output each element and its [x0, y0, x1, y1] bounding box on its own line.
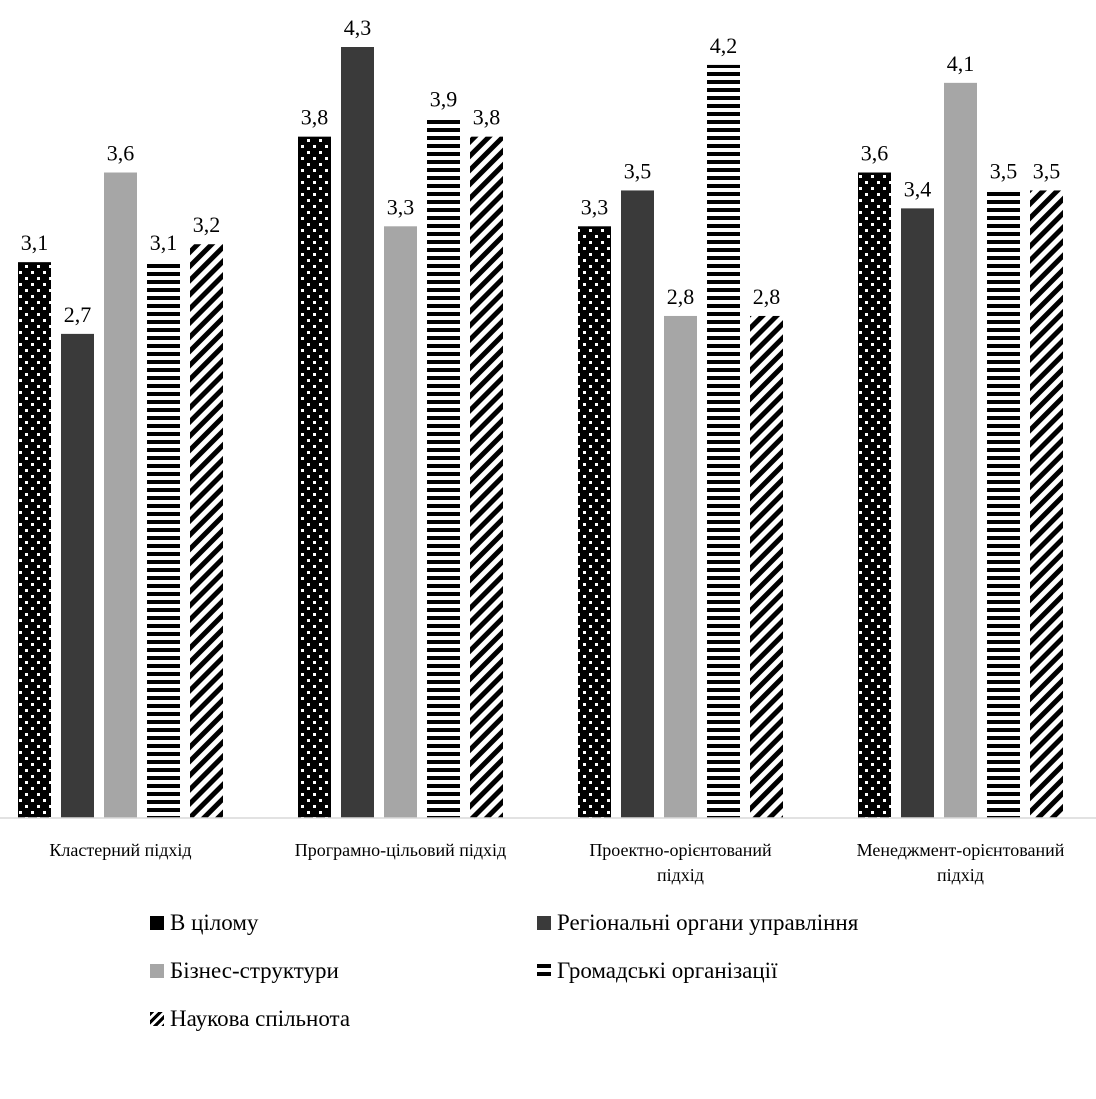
legend-label: Регіональні органи управління — [557, 910, 859, 935]
legend-item-regional: Регіональні органи управління — [537, 910, 858, 936]
legend-item-business: Бізнес-структури — [150, 958, 339, 984]
data-label: 3,1 — [21, 230, 49, 255]
data-label: 2,8 — [753, 284, 781, 309]
legend-item-science: Наукова спільнота — [150, 1006, 350, 1032]
bar-chart: 3,1 2,7 3,6 3,1 3,2 3,8 4,3 3,3 3,9 3,8 3,3 3,5 2,8 4… — [0, 15, 1096, 885]
bar-series-5-category-4 — [1030, 190, 1063, 818]
bar-series-5-category-3 — [750, 315, 783, 818]
x-tick-label: Проектно-орієнтований — [589, 840, 772, 860]
legend-label: Громадські організації — [557, 958, 778, 983]
x-tick-label: Програмно-цільовий підхід — [295, 840, 506, 860]
data-label: 3,4 — [904, 176, 932, 201]
legend-label: Бізнес-структури — [170, 958, 339, 983]
data-label: 2,7 — [64, 302, 92, 327]
bar-series-1-category-2 — [298, 136, 331, 818]
bar-series-4-category-2 — [427, 118, 460, 818]
bar-series-5-category-1 — [190, 244, 223, 819]
data-label: 3,2 — [193, 212, 221, 237]
bar-series-3-category-4 — [944, 82, 977, 818]
legend-swatch-hstripes — [537, 964, 551, 978]
data-label: 3,6 — [861, 141, 889, 166]
data-labels-layer: 3,1 2,7 3,6 3,1 3,2 3,8 4,3 3,3 3,9 3,8 3,3 3,5 2,8 4… — [21, 15, 1061, 327]
data-label: 3,6 — [107, 141, 135, 166]
legend-label: Наукова спільнота — [170, 1006, 351, 1031]
bar-series-2-category-4 — [901, 208, 934, 819]
bar-series-1-category-1 — [18, 262, 51, 818]
data-label: 3,5 — [624, 158, 652, 183]
x-tick-label: підхід — [937, 865, 984, 885]
legend-swatch-dark — [537, 916, 551, 930]
bar-series-2-category-1 — [61, 333, 94, 818]
x-tick-labels-layer: Кластерний підхід Програмно-цільовий підх… — [49, 840, 1064, 885]
x-tick-label: Кластерний підхід — [49, 840, 191, 860]
data-label: 3,8 — [473, 105, 501, 130]
data-label: 3,9 — [430, 87, 458, 112]
bar-series-3-category-2 — [384, 226, 417, 819]
legend: В цілому Регіональні органи управління Б… — [0, 900, 1096, 1099]
legend-label: В цілому — [170, 910, 259, 935]
bar-series-4-category-3 — [707, 64, 740, 818]
data-label: 2,8 — [667, 284, 695, 309]
data-label: 3,1 — [150, 230, 178, 255]
data-label: 3,5 — [990, 158, 1018, 183]
bar-series-3-category-3 — [664, 315, 697, 818]
legend-item-public: Громадські організації — [537, 958, 777, 984]
bar-series-4-category-1 — [147, 262, 180, 818]
data-label: 3,3 — [581, 194, 609, 219]
legend-swatch-gray — [150, 964, 164, 978]
x-tick-label: Менеджмент-орієнтований — [857, 840, 1065, 860]
legend-swatch-diagonal — [150, 1012, 164, 1026]
bar-series-3-category-1 — [104, 172, 137, 819]
legend-item-overall: В цілому — [150, 910, 258, 936]
data-label: 4,1 — [947, 51, 975, 76]
bar-series-5-category-2 — [470, 136, 503, 818]
data-label: 3,8 — [301, 105, 329, 130]
data-label: 3,5 — [1033, 158, 1061, 183]
bars-layer — [18, 47, 1063, 819]
bar-series-4-category-4 — [987, 190, 1020, 818]
bar-series-2-category-3 — [621, 190, 654, 818]
bar-series-1-category-4 — [858, 172, 891, 819]
data-label: 3,3 — [387, 194, 415, 219]
x-tick-label: підхід — [657, 865, 704, 885]
bar-series-2-category-2 — [341, 47, 374, 818]
data-label: 4,2 — [710, 33, 738, 58]
bar-series-1-category-3 — [578, 226, 611, 819]
legend-swatch-dots — [150, 916, 164, 930]
data-label: 4,3 — [344, 15, 372, 40]
